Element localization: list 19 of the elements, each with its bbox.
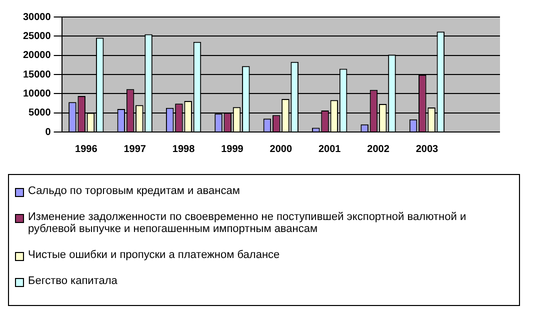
- legend-label: Чистые ошибки и пропуски а платежном балансе: [28, 249, 280, 261]
- x-tick-label: 2001: [318, 144, 342, 155]
- y-tick-label: 0: [45, 126, 52, 138]
- y-tick-label: 20000: [22, 50, 52, 62]
- x-tick-label: 1999: [221, 144, 244, 155]
- x-tick-label: 2003: [416, 144, 439, 155]
- y-tick-label: 30000: [22, 12, 52, 23]
- x-tick-label: 1996: [75, 144, 98, 155]
- legend-label: Бегство капитала: [28, 275, 118, 287]
- x-tick-label: 2000: [270, 144, 292, 155]
- y-tick-label: 10000: [22, 88, 52, 100]
- x-tick-label: 2002: [367, 144, 390, 155]
- y-tick-label: 15000: [22, 69, 52, 80]
- y-tick-label: 5000: [28, 108, 52, 119]
- x-tick-label: 1998: [172, 144, 196, 155]
- legend-label: Сальдо по торговым кредитам и авансам: [28, 185, 240, 197]
- y-tick-label: 25000: [22, 30, 52, 42]
- x-tick-label: 1997: [124, 144, 146, 155]
- legend-label: Изменение задолженности по своевременно не поступившей экспортной валютной и рублевой выпучке и непогашенным импортным авансам: [28, 211, 468, 235]
